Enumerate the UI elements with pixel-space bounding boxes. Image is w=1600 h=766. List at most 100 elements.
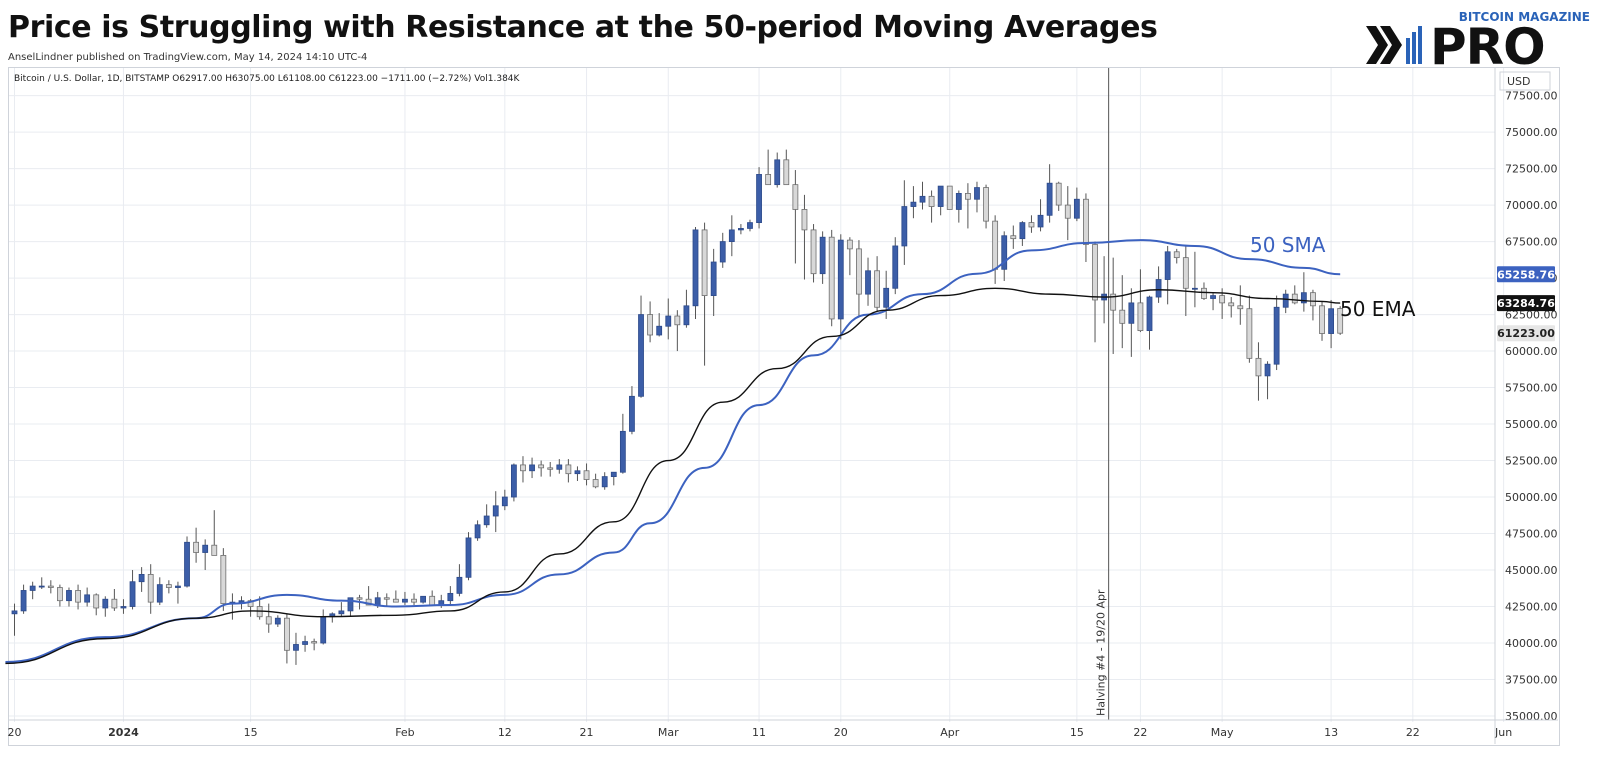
- price-tag: [1497, 266, 1555, 283]
- candle-body: [293, 644, 299, 651]
- candle-body: [683, 305, 690, 326]
- candle-body: [402, 598, 408, 603]
- y-tick-label: 75000.00: [1505, 126, 1558, 139]
- candle-body: [1310, 292, 1316, 307]
- y-tick-label: 37500.00: [1505, 674, 1558, 687]
- candle-body: [1201, 287, 1207, 299]
- candle-body: [1273, 306, 1280, 365]
- candle-body: [147, 574, 154, 603]
- candle-body: [610, 471, 617, 477]
- y-tick-label: 62500.00: [1505, 309, 1558, 322]
- x-tick-label: 22: [1133, 726, 1147, 739]
- y-tick-label: 55000.00: [1505, 418, 1558, 431]
- candle-body: [692, 229, 699, 307]
- candle-body: [29, 585, 36, 591]
- candle-body: [629, 395, 635, 432]
- candle-body: [901, 206, 908, 247]
- candle-body: [429, 595, 436, 606]
- candle-body: [783, 159, 790, 186]
- candle-body: [874, 270, 880, 308]
- candle-body: [1282, 293, 1289, 308]
- halving-label: Halving #4 - 19/20 Apr: [1095, 589, 1108, 716]
- candle-body: [819, 236, 826, 275]
- candle-body: [928, 195, 935, 207]
- publisher-byline: AnselLindner published on TradingView.co…: [8, 52, 368, 63]
- candle-body: [710, 261, 717, 296]
- ema-50-line: [5, 287, 1341, 665]
- candle-body: [946, 185, 953, 210]
- candle-body: [383, 597, 390, 600]
- candle-body: [265, 616, 272, 625]
- candle-body: [656, 325, 663, 336]
- candle-body: [538, 464, 545, 469]
- candle-body: [865, 270, 871, 295]
- price-tag: [1497, 295, 1555, 312]
- candle-body: [1300, 292, 1307, 304]
- candle-body: [556, 464, 563, 470]
- candle-body: [1028, 222, 1035, 228]
- x-tick-label: 20: [834, 726, 848, 739]
- candle-body: [547, 467, 554, 470]
- candle-body: [193, 541, 200, 553]
- candle-body: [583, 470, 590, 480]
- candle-body: [1182, 257, 1189, 289]
- y-tick-label: 67500.00: [1505, 236, 1558, 249]
- symbol-ohlc-info: Bitcoin / U.S. Dollar, 1D, BITSTAMP O629…: [14, 74, 521, 84]
- candle-body: [1192, 287, 1198, 290]
- currency-label: USD: [1507, 75, 1531, 88]
- x-tick-label: 15: [244, 726, 258, 739]
- candle-body: [220, 555, 227, 604]
- candle-body: [320, 616, 327, 644]
- candle-body: [955, 193, 962, 210]
- candle-body: [175, 585, 181, 588]
- candle-body: [529, 464, 535, 472]
- candle-body: [510, 464, 517, 498]
- x-tick-label: May: [1211, 726, 1234, 739]
- x-tick-label: Mar: [658, 726, 679, 739]
- x-tick-label: 22: [1406, 726, 1420, 739]
- candle-body: [1137, 302, 1144, 332]
- candle-body: [1119, 309, 1126, 324]
- candle-body: [674, 315, 681, 326]
- candle-body: [883, 287, 890, 308]
- candle-body: [810, 229, 817, 275]
- candle-body: [728, 229, 735, 242]
- candle-body: [792, 184, 799, 210]
- candle-body: [93, 594, 100, 609]
- candle-body: [483, 515, 490, 526]
- candle-body: [311, 641, 318, 644]
- x-tick-label: 12: [498, 726, 512, 739]
- candle-body: [1055, 182, 1062, 206]
- candle-body: [910, 201, 917, 207]
- candle-body: [756, 174, 762, 223]
- candle-body: [465, 537, 472, 578]
- candle-body: [1210, 295, 1216, 299]
- candle-body: [601, 476, 608, 488]
- candle-body: [1337, 308, 1344, 334]
- chart-frame: [8, 67, 1560, 746]
- candle-body: [165, 584, 172, 588]
- candle-body: [1164, 251, 1171, 280]
- candle-body: [57, 587, 63, 602]
- candle-body: [392, 598, 399, 603]
- x-tick-label: 11: [752, 726, 766, 739]
- y-tick-label: 77500.00: [1505, 90, 1558, 103]
- candle-body: [111, 598, 118, 609]
- y-tick-label: 35000.00: [1505, 710, 1558, 723]
- y-tick-label: 70000.00: [1505, 199, 1558, 212]
- candle-body: [120, 606, 127, 609]
- candlestick-series: [11, 149, 1344, 665]
- logo-brand-text: BITCOIN MAGAZINE: [1458, 10, 1590, 24]
- candle-body: [965, 193, 971, 200]
- x-tick-label: Feb: [395, 726, 414, 739]
- candle-body: [701, 229, 708, 296]
- y-tick-label: 60000.00: [1505, 345, 1558, 358]
- candle-body: [347, 597, 354, 612]
- x-tick-label: 15: [1070, 726, 1084, 739]
- y-tick-label: 42500.00: [1505, 601, 1558, 614]
- candle-body: [1110, 293, 1117, 311]
- candle-body: [574, 470, 581, 475]
- candle-body: [302, 641, 308, 645]
- candle-body: [1291, 293, 1298, 304]
